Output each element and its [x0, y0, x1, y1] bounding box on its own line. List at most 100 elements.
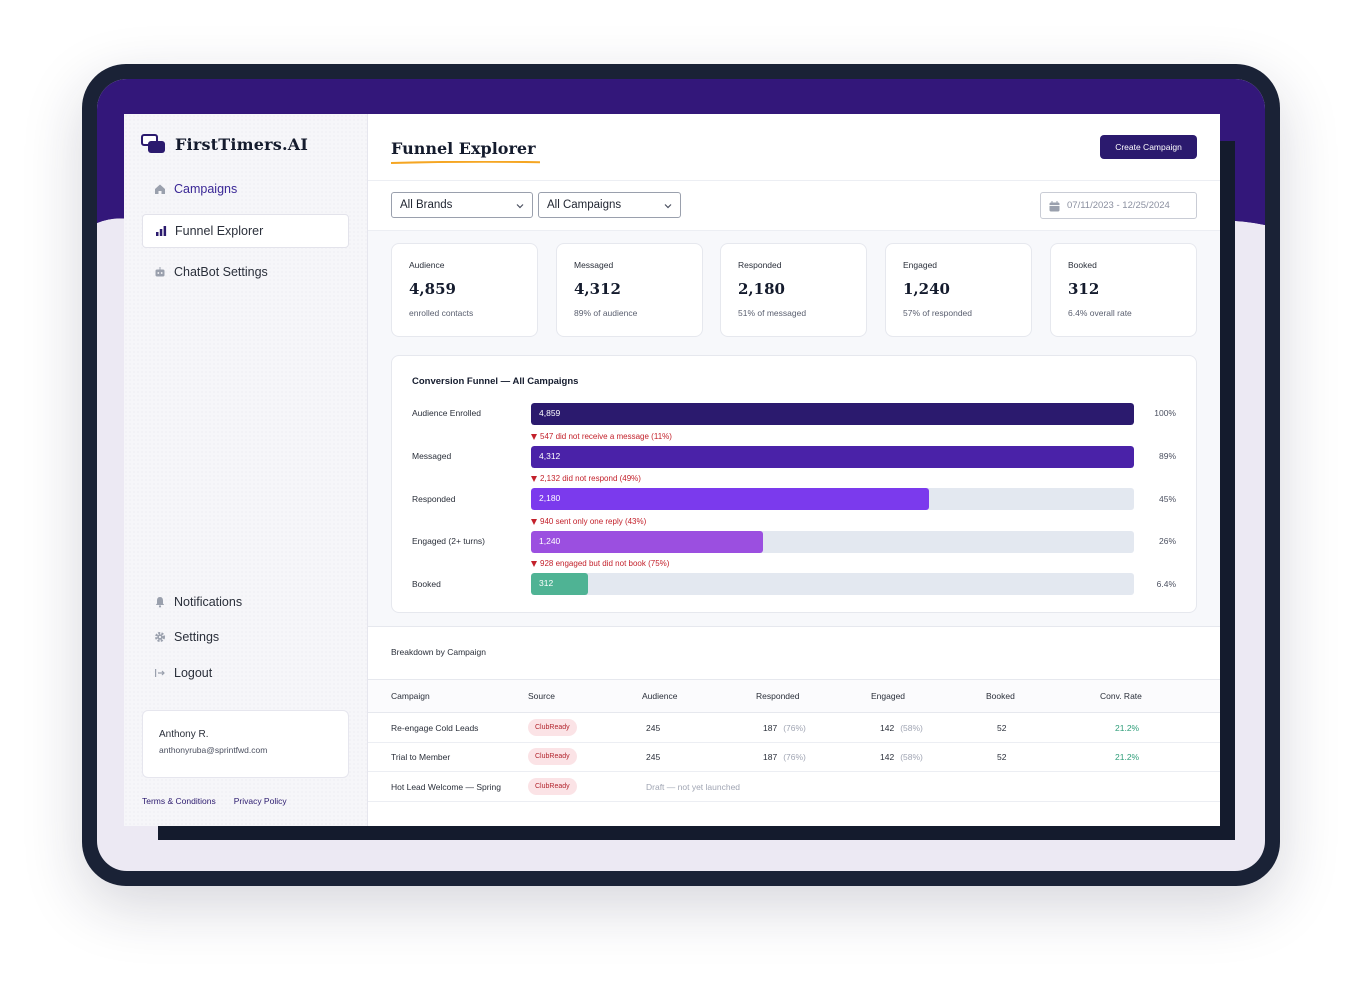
stat-value: 4,859 [409, 280, 456, 298]
responded-value: 187 (76%) [763, 723, 806, 733]
funnel-bar-value: 2,180 [539, 493, 561, 503]
audience-value: 245 [646, 752, 661, 762]
campaign-select[interactable]: All Campaigns [538, 192, 681, 218]
stat-sub: 57% of responded [903, 308, 972, 318]
funnel-bar-value: 312 [539, 578, 554, 588]
stat-card-responded: Responded 2,180 51% of messaged [720, 243, 867, 337]
funnel-bar-booked: 312 [531, 573, 589, 595]
stat-sub: 6.4% overall rate [1068, 308, 1132, 318]
sidebar-item-notifications[interactable]: Notifications [142, 585, 349, 619]
responded-pct: (76%) [783, 752, 806, 762]
responded-count: 187 [763, 723, 778, 733]
sidebar-item-funnel-explorer[interactable]: Funnel Explorer [142, 214, 349, 248]
funnel-stage-pct: 45% [1158, 494, 1176, 504]
table-row[interactable]: Hot Lead Welcome — Spring ClubReady Draf… [368, 772, 1220, 802]
date-range-picker[interactable]: 07/11/2023 - 12/25/2024 [1040, 192, 1197, 219]
engaged-value: 142 (58%) [880, 723, 923, 733]
funnel-title: Conversion Funnel — All Campaigns [412, 376, 579, 387]
funnel-bar-value: 4,312 [539, 451, 561, 461]
funnel-stage-label: Booked [412, 579, 441, 589]
column-header[interactable]: Responded [756, 691, 800, 701]
funnel-drop-note: 547 did not receive a message (11%) [531, 432, 672, 441]
sidebar-item-settings[interactable]: Settings [142, 620, 349, 654]
funnel-track: 4,312 [531, 446, 1134, 468]
sidebar-item-logout[interactable]: Logout [142, 656, 349, 690]
sidebar-item-label: ChatBot Settings [174, 265, 268, 279]
stat-label: Messaged [574, 260, 614, 270]
source-badge: ClubReady [528, 719, 577, 736]
user-email: anthonyruba@sprintfwd.com [159, 745, 268, 755]
funnel-track: 1,240 [531, 531, 1134, 553]
funnel-drop-note: 2,132 did not respond (49%) [531, 474, 641, 483]
breakdown-title: Breakdown by Campaign [391, 647, 486, 657]
brand-select[interactable]: All Brands [391, 192, 533, 218]
responded-count: 187 [763, 752, 778, 762]
stat-value: 2,180 [738, 280, 785, 298]
logout-icon [154, 667, 166, 679]
stat-label: Engaged [903, 260, 938, 270]
audience-value: 245 [646, 723, 661, 733]
table-header: Campaign Source Audience Responded Engag… [368, 679, 1220, 713]
brand-name: FirstTimers.AI [175, 134, 309, 154]
column-header[interactable]: Conv. Rate [1100, 691, 1142, 701]
engaged-count: 142 [880, 752, 895, 762]
funnel-stage-label: Engaged (2+ turns) [412, 536, 486, 546]
funnel-drop-text: 928 engaged but did not book (75%) [540, 559, 670, 568]
funnel-track: 2,180 [531, 488, 1134, 510]
column-header[interactable]: Audience [642, 691, 678, 701]
draft-status: Draft — not yet launched [646, 782, 741, 792]
user-name: Anthony R. [159, 729, 209, 740]
stat-label: Audience [409, 260, 445, 270]
create-campaign-button[interactable]: Create Campaign [1100, 135, 1197, 159]
column-header[interactable]: Source [528, 691, 555, 701]
funnel-drop-note: 928 engaged but did not book (75%) [531, 559, 669, 568]
privacy-link[interactable]: Privacy Policy [233, 796, 287, 806]
page-header: Funnel Explorer Create Campaign [368, 114, 1220, 181]
source-badge: ClubReady [528, 748, 577, 765]
brand[interactable]: FirstTimers.AI [141, 134, 308, 154]
main-content: Funnel Explorer Create Campaign All Bran… [368, 114, 1220, 826]
stat-card-engaged: Engaged 1,240 57% of responded [885, 243, 1032, 337]
chatbot-icon [154, 266, 166, 278]
funnel-bar-audience: 4,859 [531, 403, 1134, 425]
sidebar-item-label: Settings [174, 630, 220, 644]
gear-icon [154, 631, 166, 643]
sidebar-item-campaigns[interactable]: Campaigns [142, 172, 349, 206]
footer-links: Terms & Conditions Privacy Policy [142, 796, 287, 806]
sidebar-item-chatbot-settings[interactable]: ChatBot Settings [142, 255, 349, 289]
table-row[interactable]: Re-engage Cold Leads ClubReady 245 187 (7… [368, 713, 1220, 743]
funnel-bar-value: 4,859 [539, 408, 561, 418]
conversion-rate: 21.2% [1115, 723, 1140, 733]
stat-value: 312 [1068, 280, 1100, 298]
column-header[interactable]: Engaged [871, 691, 906, 701]
chevron-down-icon [516, 204, 524, 209]
source-badge: ClubReady [528, 778, 577, 795]
user-card[interactable]: Anthony R. anthonyruba@sprintfwd.com [142, 710, 349, 778]
down-triangle-icon [531, 476, 537, 482]
column-header[interactable]: Campaign [391, 691, 430, 701]
sidebar: FirstTimers.AI Campaigns Funnel Explorer… [124, 114, 368, 826]
funnel-stage-label: Messaged [412, 451, 452, 461]
terms-link[interactable]: Terms & Conditions [142, 796, 216, 806]
funnel-stage-pct: 6.4% [1156, 579, 1176, 589]
stat-card-audience: Audience 4,859 enrolled contacts [391, 243, 538, 337]
campaign-name: Trial to Member [391, 752, 451, 762]
funnel-drop-text: 547 did not receive a message (11%) [540, 432, 672, 441]
responded-pct: (76%) [783, 723, 806, 733]
funnel-track: 312 [531, 573, 1134, 595]
booked-value: 52 [997, 723, 1007, 733]
funnel-stage-pct: 26% [1158, 536, 1176, 546]
column-header[interactable]: Booked [986, 691, 1015, 701]
stat-sub: 51% of messaged [738, 308, 807, 318]
engaged-pct: (58%) [900, 752, 923, 762]
down-triangle-icon [531, 434, 537, 440]
conversion-funnel-card: Conversion Funnel — All Campaigns Audien… [391, 355, 1197, 613]
chat-bubbles-logo-icon [141, 134, 165, 154]
bar-chart-icon [155, 225, 167, 237]
page-title: Funnel Explorer [391, 139, 536, 158]
bell-icon [154, 596, 166, 608]
stat-value: 4,312 [574, 280, 621, 298]
campaign-select-value: All Campaigns [547, 199, 622, 211]
table-row[interactable]: Trial to Member ClubReady 245 187 (76%) 1… [368, 742, 1220, 772]
dashboard-content: Audience 4,859 enrolled contacts Message… [368, 231, 1220, 626]
